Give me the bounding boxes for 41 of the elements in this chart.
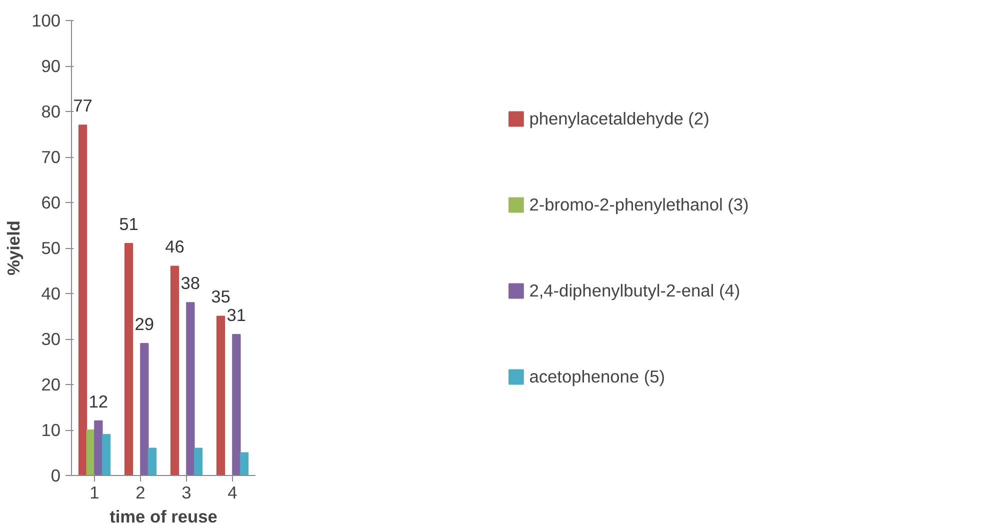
- bar: [240, 452, 249, 476]
- y-tick-label: 20: [41, 374, 61, 394]
- x-tick-label: 4: [228, 482, 238, 502]
- data-label: 51: [119, 214, 138, 234]
- y-tick-label: 40: [41, 284, 61, 304]
- data-label: 77: [73, 96, 92, 116]
- bar: [148, 448, 157, 476]
- data-label: 31: [226, 304, 246, 325]
- bar: [140, 343, 149, 476]
- bar: [102, 434, 111, 476]
- data-label: 46: [165, 236, 184, 257]
- x-tick-label: 3: [182, 482, 192, 502]
- bar: [194, 448, 203, 476]
- y-tick-label: 50: [41, 238, 61, 258]
- legend-label: 2,4-diphenylbutyl-2-enal (4): [529, 280, 740, 301]
- data-label: 35: [211, 286, 230, 307]
- data-label: 38: [180, 272, 200, 293]
- x-tick-label: 1: [90, 482, 100, 502]
- x-axis-title: time of reuse: [110, 506, 218, 526]
- y-tick-label: 60: [41, 192, 61, 212]
- bar: [216, 316, 226, 476]
- x-tick-label: 2: [136, 482, 146, 502]
- y-axis-title: %yield: [4, 220, 24, 276]
- y-tick-label: 30: [41, 329, 61, 349]
- y-tick-label: 80: [41, 102, 61, 122]
- data-label: 29: [134, 314, 154, 334]
- bar: [124, 242, 134, 476]
- y-tick-label: 90: [41, 56, 61, 76]
- bar: [232, 334, 241, 476]
- y-tick-label: 70: [41, 147, 61, 167]
- bar: [78, 124, 88, 476]
- legend-label: phenylacetaldehyde (2): [529, 108, 710, 129]
- legend-label: 2-bromo-2-phenylethanol (3): [529, 194, 749, 215]
- legend-label: acetophenone (5): [529, 366, 666, 387]
- data-label: 12: [88, 391, 108, 412]
- y-tick-label: 0: [50, 466, 61, 486]
- bar: [186, 302, 195, 476]
- y-tick-label: 100: [32, 10, 61, 30]
- y-tick-label: 10: [41, 420, 61, 440]
- bar: [94, 420, 103, 476]
- bar: [170, 266, 180, 476]
